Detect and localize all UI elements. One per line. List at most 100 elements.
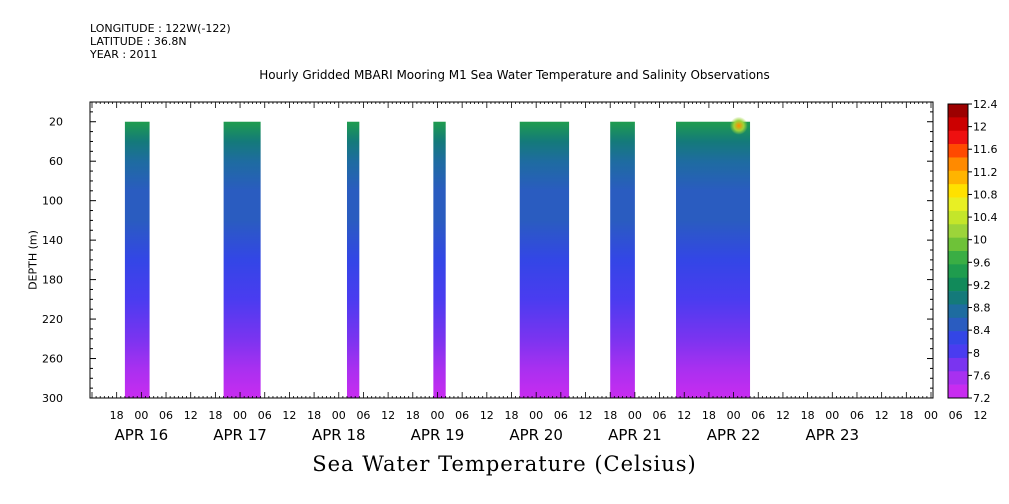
colorbar-swatch: [948, 117, 968, 132]
colorbar-swatch: [948, 237, 968, 252]
temperature-blocks: [124, 116, 751, 398]
warm-spot: [729, 116, 748, 135]
x-hour-label: 00: [529, 409, 543, 422]
y-tick-label: 100: [42, 195, 63, 208]
x-hour-label: 06: [850, 409, 864, 422]
colorbar-swatch: [948, 304, 968, 319]
colorbar-swatch: [948, 384, 968, 399]
y-tick-label: 300: [42, 392, 63, 405]
x-hour-label: 00: [628, 409, 642, 422]
x-hour-label: 00: [430, 409, 444, 422]
x-axis: 18 00 06 12 18 00 06 12 18 00 06 12 18 00 06 12 18 00 06 12…: [91, 102, 987, 444]
colorbar-swatch: [948, 224, 968, 238]
x-hour-label: 06: [949, 409, 963, 422]
x-hour-label: 18: [505, 409, 519, 422]
x-hour-label: 12: [677, 409, 691, 422]
colorbar: 12.4 12 11.6 11.2 10.8 10.4 10 9.6 9.2 8.8 8.4 8 7.6…: [947, 98, 998, 405]
y-axis: 20 60 100 140 180 220 260 300: [42, 111, 933, 405]
colorbar-label: 9.6: [973, 256, 991, 269]
colorbar-label: 11.6: [973, 143, 998, 156]
colorbar-swatch: [948, 184, 968, 198]
x-hour-label: 06: [258, 409, 272, 422]
colorbar-label: 12.4: [973, 98, 998, 111]
data-block-2: [223, 121, 261, 398]
x-date-label: APR 20: [509, 426, 563, 444]
x-date-label: APR 23: [805, 426, 859, 444]
colorbar-swatch: [948, 130, 968, 145]
colorbar-swatch: [948, 371, 968, 385]
x-hour-label: 06: [554, 409, 568, 422]
x-hour-label: 18: [110, 409, 124, 422]
colorbar-border: [947, 103, 969, 399]
x-hour-label: 06: [751, 409, 765, 422]
data-block-7: [676, 121, 751, 398]
x-hour-label: 12: [282, 409, 296, 422]
colorbar-label: 8.8: [973, 302, 991, 315]
data-block-6: [610, 121, 635, 398]
colorbar-label: 11.2: [973, 166, 998, 179]
colorbar-swatch: [948, 197, 968, 212]
x-date-label: APR 22: [707, 426, 761, 444]
x-date-label: APR 19: [411, 426, 465, 444]
colorbar-label: 7.6: [973, 369, 991, 382]
y-tick-label: 140: [42, 234, 63, 247]
colorbar-swatch: [948, 277, 968, 292]
colorbar-label: 12: [973, 121, 987, 134]
colorbar-label: 10.8: [973, 188, 998, 201]
plot-border: [89, 101, 934, 399]
latitude-text: LATITUDE : 36.8N: [90, 35, 187, 48]
colorbar-label: 8: [973, 347, 980, 360]
data-block-1: [124, 121, 150, 398]
x-hour-label: 06: [159, 409, 173, 422]
colorbar-swatch: [948, 157, 968, 172]
colorbar-swatch: [948, 104, 968, 118]
x-hour-label: 00: [727, 409, 741, 422]
x-hour-label: 12: [973, 409, 987, 422]
x-date-label: APR 18: [312, 426, 366, 444]
x-hour-label: 18: [307, 409, 321, 422]
colorbar-swatch: [948, 264, 968, 279]
colorbar-swatch: [948, 210, 968, 225]
x-hour-label: 18: [801, 409, 815, 422]
x-hour-label: 00: [924, 409, 938, 422]
location-info: LONGITUDE : 122W(-122) LATITUDE : 36.8N …: [90, 22, 231, 61]
x-hour-label: 12: [776, 409, 790, 422]
colorbar-swatch: [948, 144, 968, 158]
x-hour-label: 12: [579, 409, 593, 422]
year-text: YEAR : 2011: [90, 48, 158, 61]
x-hour-label: 00: [233, 409, 247, 422]
colorbar-swatch: [948, 357, 968, 372]
colorbar-swatch: [948, 331, 968, 345]
data-block-3: [346, 121, 360, 398]
y-tick-label: 220: [42, 313, 63, 326]
x-hour-label: 18: [208, 409, 222, 422]
colorbar-label: 10: [973, 234, 987, 247]
x-hour-label: 00: [134, 409, 148, 422]
x-hour-label: 12: [381, 409, 395, 422]
x-date-label: APR 16: [115, 426, 169, 444]
x-hour-label: 18: [406, 409, 420, 422]
colorbar-label: 10.4: [973, 211, 998, 224]
colorbar-label: 7.2: [973, 392, 991, 405]
colorbar-swatch: [948, 344, 968, 359]
x-hour-label: 12: [184, 409, 198, 422]
x-hour-label: 18: [899, 409, 913, 422]
x-date-label: APR 17: [213, 426, 267, 444]
x-hour-label: 18: [603, 409, 617, 422]
colorbar-label: 8.4: [973, 324, 991, 337]
y-tick-label: 20: [49, 116, 63, 129]
colorbar-label: 9.2: [973, 279, 991, 292]
plot-frame: [89, 101, 934, 399]
y-tick-label: 260: [42, 353, 63, 366]
colorbar-swatch: [948, 170, 968, 185]
x-hour-label: 00: [825, 409, 839, 422]
colorbar-swatch: [948, 251, 968, 265]
x-hour-label: 06: [356, 409, 370, 422]
y-tick-label: 60: [49, 155, 63, 168]
x-hour-label: 12: [480, 409, 494, 422]
colorbar-swatch: [948, 291, 968, 305]
chart-title: Hourly Gridded MBARI Mooring M1 Sea Wate…: [259, 68, 770, 82]
x-hour-label: 00: [332, 409, 346, 422]
x-hour-label: 06: [455, 409, 469, 422]
